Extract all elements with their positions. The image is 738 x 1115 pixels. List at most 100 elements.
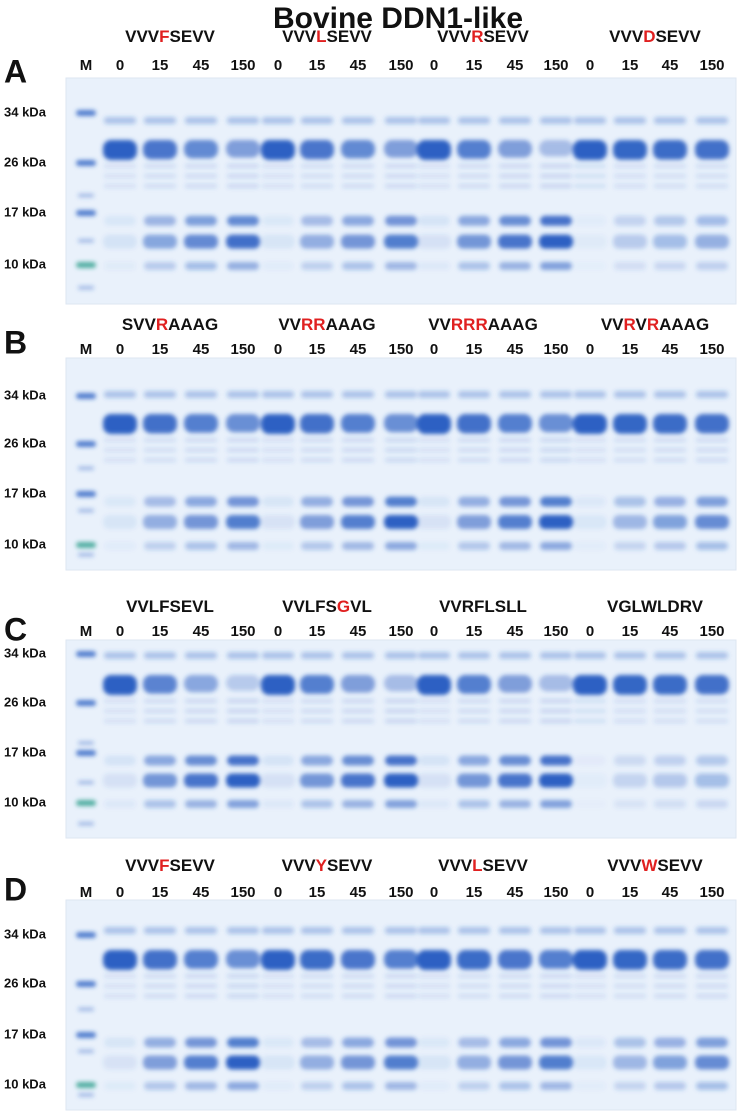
band [539,140,573,157]
marker-label: 17 kDa [4,1026,47,1041]
band [341,675,375,693]
timepoint-label: 45 [193,884,210,901]
timepoint-label: 45 [507,57,524,74]
band [696,164,728,168]
peptide-label: VVVDSEVV [609,27,701,46]
band [539,234,573,249]
band [696,974,728,978]
band [185,215,217,226]
marker-band [78,1007,94,1012]
marker-band [76,441,96,447]
band [539,515,573,530]
band [301,1037,333,1048]
band [418,974,450,978]
band [104,719,136,723]
band [540,542,572,550]
band [261,950,295,970]
band [300,950,334,970]
marker-band [78,508,94,513]
band [654,800,686,808]
band [574,994,606,998]
band [384,414,418,433]
peptide-segment: VVLFS [282,597,337,616]
band [144,496,176,507]
band [143,140,177,160]
band [185,174,217,178]
band [301,184,333,188]
band [104,184,136,188]
band [574,1037,606,1048]
band [654,1082,686,1090]
band [342,215,374,226]
band [385,1082,417,1090]
band [104,438,136,442]
band [696,709,728,713]
timepoint-label: 150 [543,341,568,358]
band [104,496,136,507]
peptide-segment: SEVV [170,27,216,46]
band [540,448,572,452]
band [614,215,646,226]
band [227,215,259,226]
band [341,140,375,159]
marker-band [78,193,94,198]
band [574,391,606,398]
band [499,117,531,124]
peptide-segment: VVLFSEVL [126,597,214,616]
marker-label: 10 kDa [4,536,47,551]
band [613,515,647,530]
timepoint-label: 15 [309,623,326,640]
band [226,675,260,691]
band [458,262,490,270]
marker-band [76,981,96,987]
peptide-label: VVRVRAAAG [601,315,709,334]
band [499,699,531,703]
band [614,755,646,766]
timepoint-label: 0 [274,341,282,358]
panel-letter: B [4,324,27,360]
peptide-label: VVVFSEVV [125,856,215,875]
band [262,458,294,462]
band [613,675,647,695]
band [614,542,646,550]
band [695,140,729,160]
marker-band [76,1032,96,1038]
peptide-segment: VVV [609,27,644,46]
band [574,974,606,978]
band [418,391,450,398]
band [227,927,259,934]
band [498,515,532,530]
band [385,174,417,178]
band [301,117,333,124]
band [227,164,259,168]
marker-band [78,285,94,290]
band [418,117,450,124]
band [499,984,531,988]
timepoint-label: 45 [193,57,210,74]
band [498,675,532,693]
peptide-segment: SEVV [655,27,701,46]
band [499,215,531,226]
marker-band [78,238,94,243]
band [262,800,294,808]
band [499,800,531,808]
band [262,974,294,978]
band [695,675,729,695]
peptide-label: VGLWLDRV [607,597,704,616]
band [143,950,177,970]
band [262,994,294,998]
band [499,438,531,442]
band [654,927,686,934]
timepoint-label: 0 [116,623,124,640]
peptide-segment: F [159,856,169,875]
band [654,184,686,188]
band [301,448,333,452]
band [418,652,450,659]
marker-label: 17 kDa [4,485,47,500]
band [457,950,491,970]
timepoint-label: 15 [309,341,326,358]
band [614,1037,646,1048]
band [696,184,728,188]
band [104,984,136,988]
timepoint-label: 150 [543,57,568,74]
